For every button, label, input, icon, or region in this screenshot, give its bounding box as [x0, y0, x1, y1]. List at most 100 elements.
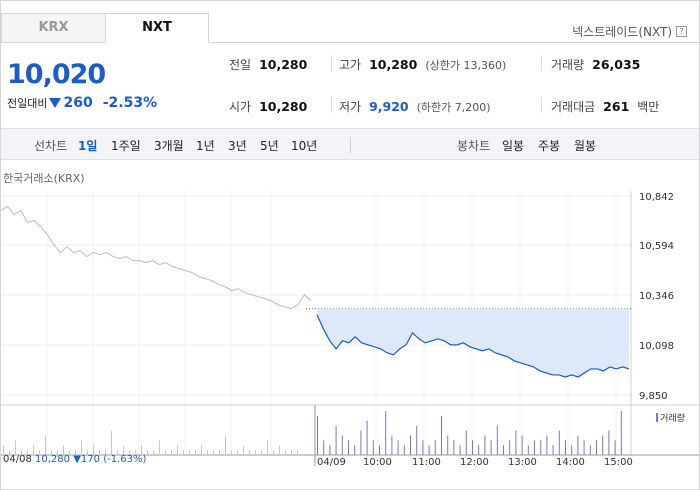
- volume-bar: [21, 450, 22, 455]
- volume-bar: [45, 435, 46, 455]
- volume-bar: [213, 450, 214, 455]
- volume-bar: [3, 445, 4, 455]
- volume-bar: [546, 435, 548, 455]
- volume-bar: [323, 440, 325, 455]
- volume-bar: [391, 435, 393, 455]
- volume-bar: [490, 440, 492, 455]
- change-label: 전일대비: [7, 97, 48, 110]
- price-change: 전일대비 260 -2.53%: [7, 95, 157, 111]
- prev-day-change-percent: (-1.63%): [103, 454, 147, 465]
- volume-bar: [403, 445, 405, 455]
- stat-value: 10,280: [259, 99, 308, 114]
- volume-bar: [602, 435, 604, 455]
- volume-bar: [129, 450, 130, 455]
- x-axis-labels: 04/09 10:00 11:00 12:00 13:00 14:00 15:0…: [317, 457, 633, 468]
- volume-bar: [147, 450, 148, 455]
- y-axis-labels: 10,842 10,594 10,346 10,098 9,850: [639, 192, 674, 402]
- stat-label: 거래대금: [551, 100, 596, 114]
- prev-day-date: 04/08: [3, 454, 32, 465]
- volume-bar: [207, 450, 208, 455]
- volume-bar: [33, 445, 34, 455]
- tab-krx[interactable]: KRX: [1, 13, 105, 43]
- volume-bar: [63, 445, 64, 455]
- divider: [541, 55, 542, 71]
- period-weekly-candle[interactable]: 주봉: [538, 139, 561, 153]
- volume-bar: [478, 445, 480, 455]
- prev-day-change: 170: [80, 454, 100, 465]
- stat-prev-close: 전일 10,280: [229, 56, 307, 73]
- tab-nxt[interactable]: NXT: [105, 13, 209, 43]
- volume-bar: [472, 440, 473, 455]
- volume-bar: [583, 440, 585, 455]
- volume-bar: [255, 450, 256, 455]
- provider-name: 넥스트레이드(NXT): [572, 25, 672, 39]
- volume-bar: [231, 450, 232, 455]
- series-layer: [1, 205, 631, 378]
- volume-bar: [27, 450, 28, 455]
- help-icon[interactable]: ?: [676, 26, 687, 37]
- period-5y[interactable]: 5년: [260, 139, 279, 153]
- lower-limit: (하한가 7,200): [416, 101, 491, 114]
- tab-divider: [209, 42, 699, 43]
- volume-bar: [111, 430, 112, 455]
- chart-period-bar: 선차트 1일 1주일 3개월 1년 3년 5년 10년 봉차트 일봉 주봉 월봉: [1, 128, 699, 160]
- volume-bar: [189, 450, 190, 455]
- y-tick-label: 9,850: [639, 391, 668, 402]
- volume-bar: [348, 440, 349, 455]
- period-10y[interactable]: 10년: [291, 139, 318, 153]
- divider: [331, 97, 332, 113]
- volume-bar: [171, 450, 172, 455]
- volume-bar: [397, 440, 399, 455]
- stat-amount: 거래대금 261 백만: [551, 98, 659, 115]
- price-chart[interactable]: 10,842 10,594 10,346 10,098 9,850 04/09 …: [1, 181, 699, 471]
- volume-bar: [379, 445, 380, 455]
- x-tick-label: 04/09: [317, 457, 346, 468]
- volume-bar: [422, 440, 424, 455]
- stat-unit: 백만: [637, 100, 660, 114]
- candle-chart-label: 봉차트: [457, 139, 491, 153]
- volume-bar: [99, 450, 100, 455]
- line-chart-label: 선차트: [34, 139, 68, 153]
- volume-bar: [93, 445, 94, 455]
- volume-bar: [159, 440, 160, 455]
- period-daily-candle[interactable]: 일봉: [502, 139, 525, 153]
- volume-bar: [267, 440, 268, 455]
- volume-bar: [285, 450, 286, 455]
- volume-bar: [69, 450, 70, 455]
- volume-bar: [195, 450, 196, 455]
- volume-bar: [225, 435, 226, 455]
- stat-value: 261: [603, 99, 630, 114]
- prev-day-close: 10,280: [35, 454, 71, 465]
- volume-bar: [577, 435, 579, 455]
- period-3m[interactable]: 3개월: [154, 139, 184, 153]
- period-monthly-candle[interactable]: 월봉: [574, 139, 597, 153]
- volume-bar: [153, 450, 154, 455]
- stat-label: 거래량: [551, 58, 585, 72]
- volume-bar: [117, 450, 118, 455]
- today-series-line: [316, 314, 630, 378]
- prev-day-info: 04/08 10,280 ▼170 (-1.63%): [3, 454, 146, 465]
- period-1y[interactable]: 1년: [196, 139, 215, 153]
- current-price: 10,020: [7, 59, 106, 90]
- volume-bar: [521, 435, 523, 455]
- volume-bar: [465, 430, 467, 455]
- volume-bar: [183, 450, 184, 455]
- volume-bar: [410, 435, 411, 455]
- volume-bar: [360, 430, 362, 455]
- period-1d[interactable]: 1일: [78, 139, 98, 153]
- stat-label: 시가: [229, 100, 252, 114]
- stat-value: 10,280: [259, 57, 308, 72]
- period-3y[interactable]: 3년: [228, 139, 247, 153]
- prev-day-series-line: [1, 205, 312, 310]
- prev-day-down-icon: ▼: [73, 454, 81, 465]
- volume-bar: [335, 425, 337, 455]
- volume-bar: [9, 450, 10, 455]
- volume-bar: [608, 430, 610, 455]
- stat-label: 고가: [339, 58, 362, 72]
- volume-bar: [515, 430, 517, 455]
- stat-open: 시가 10,280: [229, 98, 307, 115]
- provider-label: 넥스트레이드(NXT) ?: [572, 23, 687, 40]
- period-1w[interactable]: 1주일: [111, 139, 141, 153]
- volume-bar: [201, 445, 202, 455]
- x-tick-label: 13:00: [508, 457, 537, 468]
